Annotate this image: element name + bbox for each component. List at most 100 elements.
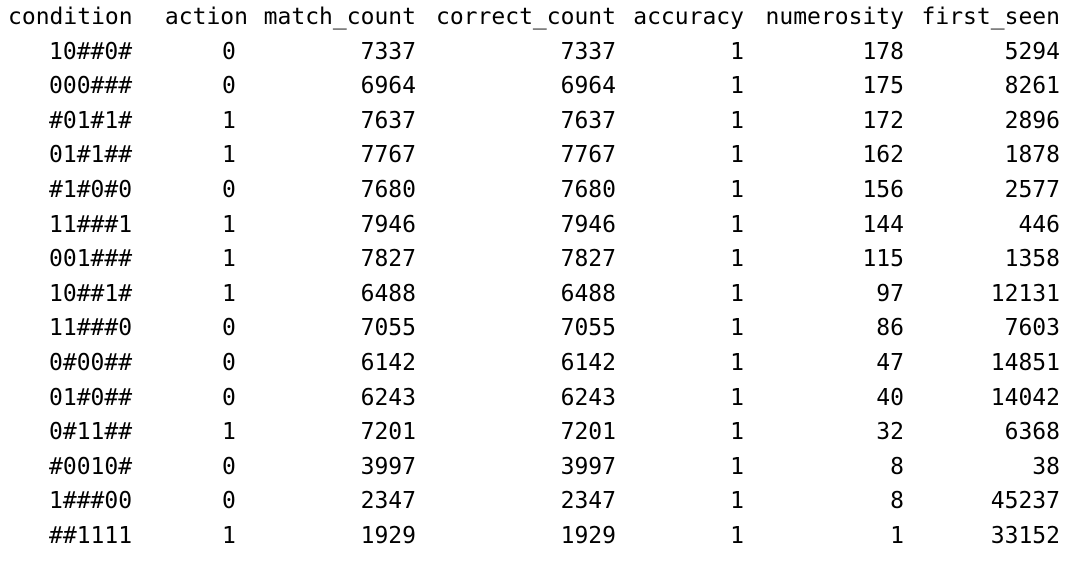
column-header-condition: condition: [8, 4, 133, 30]
table-row: 11###1 1 7946 7946 1 144 446: [8, 208, 1060, 243]
condition-cell: ##1111: [49, 522, 133, 549]
accuracy-cell: 1: [730, 522, 744, 549]
correct-count-cell: 7767: [560, 142, 616, 169]
match-count-cell: 6964: [360, 73, 416, 100]
correct-count-cell: 6488: [560, 280, 616, 307]
correct-count-cell: 6142: [560, 349, 616, 376]
correct-count-cell: 1929: [560, 522, 616, 549]
condition-cell: 0#11##: [49, 419, 133, 446]
numerosity-cell: 115: [862, 246, 904, 273]
condition-cell: 01#1##: [49, 142, 133, 169]
match-count-cell: 7946: [360, 211, 416, 238]
table-row: #1#0#0 0 7680 7680 1 156 2577: [8, 173, 1060, 208]
accuracy-cell: 1: [730, 315, 744, 342]
first-seen-cell: 6368: [1004, 419, 1060, 446]
first-seen-cell: 45237: [990, 488, 1060, 515]
action-cell: 1: [222, 211, 236, 238]
column-header-action: action: [164, 4, 248, 30]
first-seen-cell: 1878: [1004, 142, 1060, 169]
condition-cell: 11###0: [49, 315, 133, 342]
numerosity-cell: 86: [876, 315, 904, 342]
accuracy-cell: 1: [730, 419, 744, 446]
accuracy-cell: 1: [730, 453, 744, 480]
first-seen-cell: 2577: [1004, 176, 1060, 203]
column-header-first-seen: first_seen: [921, 4, 1060, 30]
table-row: 01#1## 1 7767 7767 1 162 1878: [8, 138, 1060, 173]
first-seen-cell: 446: [1018, 211, 1060, 238]
accuracy-cell: 1: [730, 246, 744, 273]
table-row: ##1111 1 1929 1929 1 1 33152: [8, 519, 1060, 554]
numerosity-cell: 144: [862, 211, 904, 238]
accuracy-cell: 1: [730, 107, 744, 134]
condition-cell: 01#0##: [49, 384, 133, 411]
condition-cell: 0#00##: [49, 349, 133, 376]
numerosity-cell: 1: [890, 522, 904, 549]
header-row: condition action match_count correct_cou…: [8, 0, 1060, 35]
action-cell: 1: [222, 280, 236, 307]
table-row: 000### 0 6964 6964 1 175 8261: [8, 69, 1060, 104]
numerosity-cell: 47: [876, 349, 904, 376]
accuracy-cell: 1: [730, 142, 744, 169]
first-seen-cell: 14851: [990, 349, 1060, 376]
action-cell: 0: [222, 73, 236, 100]
table-row: #0010# 0 3997 3997 1 8 38: [8, 450, 1060, 485]
correct-count-cell: 3997: [560, 453, 616, 480]
table-row: 1###00 0 2347 2347 1 8 45237: [8, 484, 1060, 519]
first-seen-cell: 1358: [1004, 246, 1060, 273]
action-cell: 1: [222, 107, 236, 134]
numerosity-cell: 162: [862, 142, 904, 169]
match-count-cell: 6488: [360, 280, 416, 307]
condition-cell: #0010#: [49, 453, 133, 480]
column-header-correct-count: correct_count: [435, 4, 616, 30]
accuracy-cell: 1: [730, 211, 744, 238]
action-cell: 1: [222, 246, 236, 273]
first-seen-cell: 38: [1032, 453, 1060, 480]
correct-count-cell: 7337: [560, 38, 616, 65]
action-cell: 1: [222, 142, 236, 169]
accuracy-cell: 1: [730, 384, 744, 411]
condition-cell: 10##0#: [49, 38, 133, 65]
numerosity-cell: 97: [876, 280, 904, 307]
action-cell: 1: [222, 419, 236, 446]
correct-count-cell: 7946: [560, 211, 616, 238]
console-output: condition action match_count correct_cou…: [8, 0, 1060, 554]
table-row: 01#0## 0 6243 6243 1 40 14042: [8, 381, 1060, 416]
correct-count-cell: 7201: [560, 419, 616, 446]
correct-count-cell: 7055: [560, 315, 616, 342]
match-count-cell: 7767: [360, 142, 416, 169]
correct-count-cell: 7827: [560, 246, 616, 273]
accuracy-cell: 1: [730, 280, 744, 307]
table-row: #01#1# 1 7637 7637 1 172 2896: [8, 104, 1060, 139]
numerosity-cell: 8: [890, 453, 904, 480]
action-cell: 0: [222, 488, 236, 515]
match-count-cell: 7637: [360, 107, 416, 134]
table-row: 001### 1 7827 7827 1 115 1358: [8, 242, 1060, 277]
correct-count-cell: 6964: [560, 73, 616, 100]
accuracy-cell: 1: [730, 176, 744, 203]
first-seen-cell: 33152: [990, 522, 1060, 549]
action-cell: 0: [222, 176, 236, 203]
condition-cell: #1#0#0: [49, 176, 133, 203]
first-seen-cell: 8261: [1004, 73, 1060, 100]
match-count-cell: 7680: [360, 176, 416, 203]
match-count-cell: 2347: [360, 488, 416, 515]
action-cell: 0: [222, 384, 236, 411]
numerosity-cell: 8: [890, 488, 904, 515]
first-seen-cell: 5294: [1004, 38, 1060, 65]
condition-cell: 1###00: [49, 488, 133, 515]
numerosity-cell: 40: [876, 384, 904, 411]
table-row: 10##1# 1 6488 6488 1 97 12131: [8, 277, 1060, 312]
table-row: 10##0# 0 7337 7337 1 178 5294: [8, 35, 1060, 70]
match-count-cell: 7337: [360, 38, 416, 65]
numerosity-cell: 156: [862, 176, 904, 203]
data-table: condition action match_count correct_cou…: [8, 0, 1060, 554]
correct-count-cell: 6243: [560, 384, 616, 411]
accuracy-cell: 1: [730, 349, 744, 376]
action-cell: 0: [222, 38, 236, 65]
accuracy-cell: 1: [730, 73, 744, 100]
condition-cell: 000###: [49, 73, 133, 100]
match-count-cell: 6142: [360, 349, 416, 376]
first-seen-cell: 14042: [990, 384, 1060, 411]
condition-cell: 001###: [49, 246, 133, 273]
action-cell: 0: [222, 315, 236, 342]
